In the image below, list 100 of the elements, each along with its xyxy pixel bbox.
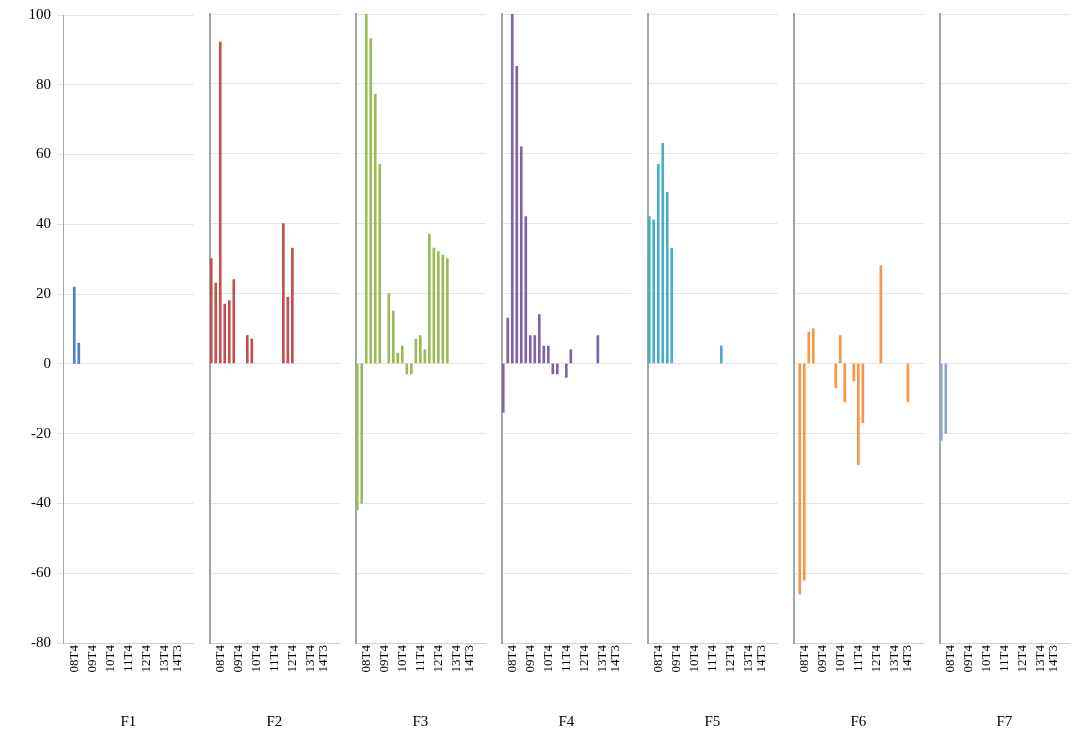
x-tick-label: 08T4 xyxy=(649,644,665,673)
x-tick-label: 09T4 xyxy=(813,644,829,673)
bar xyxy=(282,223,285,364)
bar xyxy=(652,219,656,364)
bar xyxy=(364,14,368,364)
x-tick-label: 14T3 xyxy=(1045,645,1061,673)
bar xyxy=(250,338,254,364)
x-axis-title: F1 xyxy=(120,712,137,729)
x-tick-label: 10T4 xyxy=(977,644,993,673)
x-tick-label: 09T4 xyxy=(521,644,537,673)
x-tick-label: 12T4 xyxy=(1013,644,1029,673)
bar xyxy=(232,279,236,364)
x-tick-label: 11T4 xyxy=(703,644,719,672)
x-tick-label: 12T4 xyxy=(575,644,591,673)
bar xyxy=(834,363,838,389)
x-tick-label: 11T4 xyxy=(411,644,427,672)
x-tick-label: 12T4 xyxy=(283,644,299,673)
x-tick-label: 10T4 xyxy=(393,644,409,673)
x-axis-title: F3 xyxy=(412,712,429,729)
bar xyxy=(218,41,222,364)
bar xyxy=(647,216,651,364)
y-tick-label: 60 xyxy=(36,145,51,162)
bar xyxy=(245,335,249,364)
bar xyxy=(551,363,555,375)
bar xyxy=(373,94,377,364)
y-tick-label: -20 xyxy=(31,424,51,441)
x-tick-label: 08T4 xyxy=(65,644,81,673)
x-tick-label: 09T4 xyxy=(375,644,391,673)
y-tick-label: 80 xyxy=(36,75,51,92)
x-tick-label: 10T4 xyxy=(685,644,701,673)
x-tick-label: 11T4 xyxy=(265,644,281,672)
y-tick-label: 20 xyxy=(36,285,51,302)
bar xyxy=(537,314,541,364)
bar xyxy=(437,251,440,364)
bar xyxy=(533,335,537,364)
x-tick-label: 14T3 xyxy=(315,645,331,673)
x-tick-label: 13T4 xyxy=(739,644,755,673)
x-tick-label: 12T4 xyxy=(429,644,445,673)
bar xyxy=(209,258,213,364)
bar xyxy=(506,317,510,364)
x-tick-label: 13T4 xyxy=(593,644,609,673)
bar xyxy=(807,331,811,364)
bar xyxy=(838,335,842,364)
bar xyxy=(665,191,669,364)
x-tick-label: 10T4 xyxy=(101,644,117,673)
bar xyxy=(843,363,847,403)
bar xyxy=(857,363,860,466)
x-tick-label: 08T4 xyxy=(357,644,373,673)
bar xyxy=(409,363,413,375)
x-tick-label: 09T4 xyxy=(83,644,99,673)
x-tick-label: 11T4 xyxy=(995,644,1011,672)
x-tick-label: 13T4 xyxy=(885,644,901,673)
x-tick-label: 13T4 xyxy=(155,644,171,673)
x-tick-label: 13T4 xyxy=(1031,644,1047,673)
bar xyxy=(720,345,723,364)
bar xyxy=(546,345,550,364)
y-tick-label: 100 xyxy=(28,5,51,22)
x-tick-label: 08T4 xyxy=(941,644,957,673)
y-tick-label: -40 xyxy=(31,494,51,511)
x-tick-label: 11T4 xyxy=(119,644,135,672)
x-tick-label: 09T4 xyxy=(959,644,975,673)
x-tick-label: 14T3 xyxy=(461,645,477,673)
x-tick-label: 08T4 xyxy=(211,644,227,673)
x-tick-label: 10T4 xyxy=(831,644,847,673)
bar xyxy=(355,363,359,511)
bar xyxy=(661,142,665,364)
bar xyxy=(391,310,395,364)
bar xyxy=(414,338,418,364)
bar xyxy=(419,335,422,364)
y-tick-label: -60 xyxy=(31,564,51,581)
bar xyxy=(510,14,514,364)
x-tick-label: 14T3 xyxy=(899,645,915,673)
bar xyxy=(428,233,431,364)
bar xyxy=(519,146,523,364)
x-tick-label: 10T4 xyxy=(539,644,555,673)
bar xyxy=(798,363,802,595)
x-tick-label: 13T4 xyxy=(447,644,463,673)
bar xyxy=(400,345,404,364)
bar xyxy=(387,293,391,364)
x-tick-label: 14T3 xyxy=(169,645,185,673)
x-tick-label: 08T4 xyxy=(503,644,519,673)
x-axis-title: F7 xyxy=(996,712,1013,729)
x-tick-label: 12T4 xyxy=(721,644,737,673)
y-tick-label: 40 xyxy=(36,215,51,232)
x-axis-title: F4 xyxy=(558,712,575,729)
bar xyxy=(528,335,532,364)
x-tick-label: 10T4 xyxy=(247,644,263,673)
bar xyxy=(446,258,449,364)
x-tick-label: 13T4 xyxy=(301,644,317,673)
bar xyxy=(405,363,409,375)
bar xyxy=(291,247,294,364)
x-axis-title: F5 xyxy=(704,712,721,729)
bar xyxy=(555,363,559,375)
x-tick-label: 11T4 xyxy=(557,644,573,672)
x-tick-label: 12T4 xyxy=(867,644,883,673)
bar xyxy=(802,363,806,581)
x-tick-label: 09T4 xyxy=(667,644,683,673)
bar xyxy=(565,363,568,378)
x-tick-label: 09T4 xyxy=(229,644,245,673)
y-tick-label: 0 xyxy=(43,354,51,371)
